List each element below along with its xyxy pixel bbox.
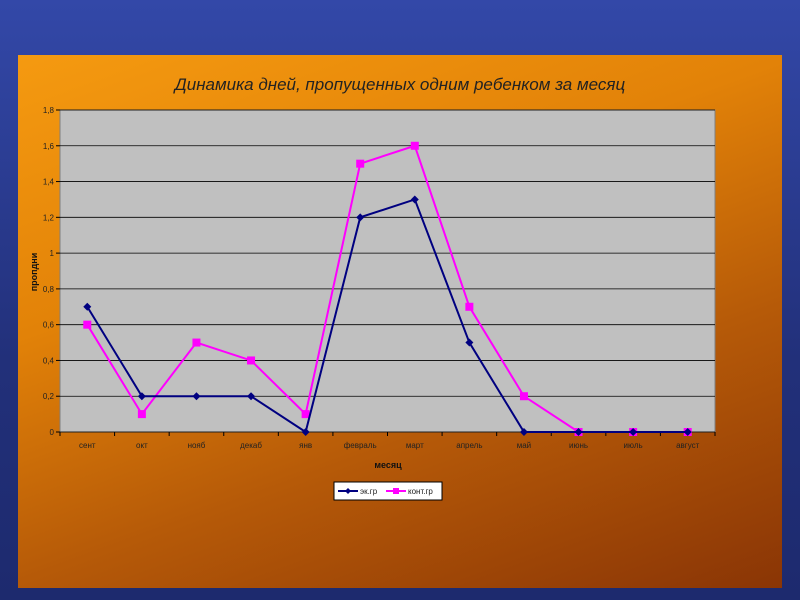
data-point (356, 159, 365, 168)
x-tick-label: май (517, 441, 531, 450)
data-point (247, 392, 256, 401)
y-tick-label: 0,8 (43, 285, 55, 294)
data-point (137, 410, 146, 419)
data-point (83, 320, 92, 329)
data-point (137, 392, 146, 401)
y-tick-label: 0,4 (43, 356, 55, 365)
data-point (192, 392, 201, 401)
x-tick-label: февраль (344, 441, 377, 450)
data-point (519, 428, 528, 436)
data-point (410, 195, 419, 204)
y-tick-label: 0,2 (43, 392, 55, 401)
y-tick-label: 0,6 (43, 321, 55, 330)
data-point (629, 428, 638, 436)
legend-label: конт.гр (408, 487, 433, 496)
data-point (301, 410, 310, 419)
x-axis-label: месяц (374, 460, 402, 470)
x-tick-label: сент (79, 441, 96, 450)
data-point (683, 428, 692, 436)
plot-area (59, 109, 716, 433)
y-tick-label: 0 (50, 428, 55, 437)
x-tick-label: апрель (456, 441, 482, 450)
legend-marker (393, 488, 399, 494)
x-tick-label: декаб (240, 441, 262, 450)
x-tick-label: март (406, 441, 424, 450)
x-tick-label: август (676, 441, 700, 450)
data-point (519, 392, 528, 401)
y-tick-label: 1,8 (43, 106, 55, 115)
legend-label: эк.гр (360, 487, 378, 496)
data-point (574, 428, 583, 436)
x-tick-label: янв (299, 441, 312, 450)
legend-marker (345, 488, 351, 494)
data-point (465, 338, 474, 347)
data-point (192, 338, 201, 347)
y-tick-label: 1 (50, 249, 55, 258)
x-tick-label: июнь (569, 441, 588, 450)
data-point (247, 356, 256, 365)
series-line (86, 198, 688, 434)
data-point (465, 302, 474, 311)
data-point (301, 428, 310, 436)
data-point (356, 213, 365, 222)
data-point (83, 302, 92, 311)
y-axis-label: пропдни (29, 253, 39, 292)
chart-title: Динамика дней, пропущенных одним ребенко… (173, 75, 626, 94)
data-point (410, 141, 419, 150)
x-tick-label: июль (624, 441, 643, 450)
x-tick-label: окт (136, 441, 148, 450)
y-tick-label: 1,2 (43, 213, 55, 222)
y-tick-label: 1,6 (43, 142, 55, 151)
y-tick-label: 1,4 (43, 178, 55, 187)
x-tick-label: нояб (188, 441, 206, 450)
